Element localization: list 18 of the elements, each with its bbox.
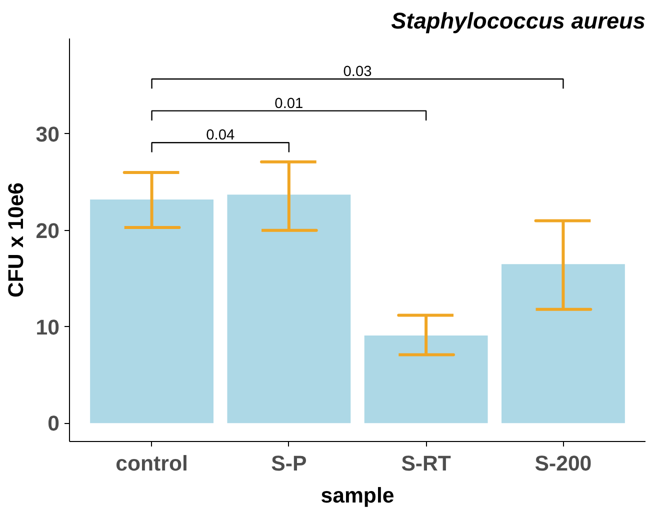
bar	[90, 200, 214, 424]
y-axis-title: CFU x 10e6	[4, 182, 28, 298]
y-tick-label: 20	[36, 218, 60, 243]
x-tick-label: control	[116, 452, 188, 476]
y-tick-label: 10	[36, 315, 60, 340]
x-tick-label: S-RT	[401, 452, 451, 476]
y-tick-label: 0	[48, 412, 60, 436]
annotation: 0.04	[206, 128, 235, 144]
chart-title: Staphylococcus aureus	[391, 8, 646, 34]
x-tick-label: S-200	[534, 452, 592, 476]
annotation: 0.03	[343, 64, 372, 80]
bar	[227, 194, 351, 424]
x-axis-title: sample	[320, 484, 394, 508]
bar	[364, 335, 488, 424]
annotation: 0.01	[274, 96, 304, 112]
x-tick-label: S-P	[271, 452, 307, 476]
y-tick-label: 30	[36, 122, 60, 146]
bar	[502, 264, 625, 424]
